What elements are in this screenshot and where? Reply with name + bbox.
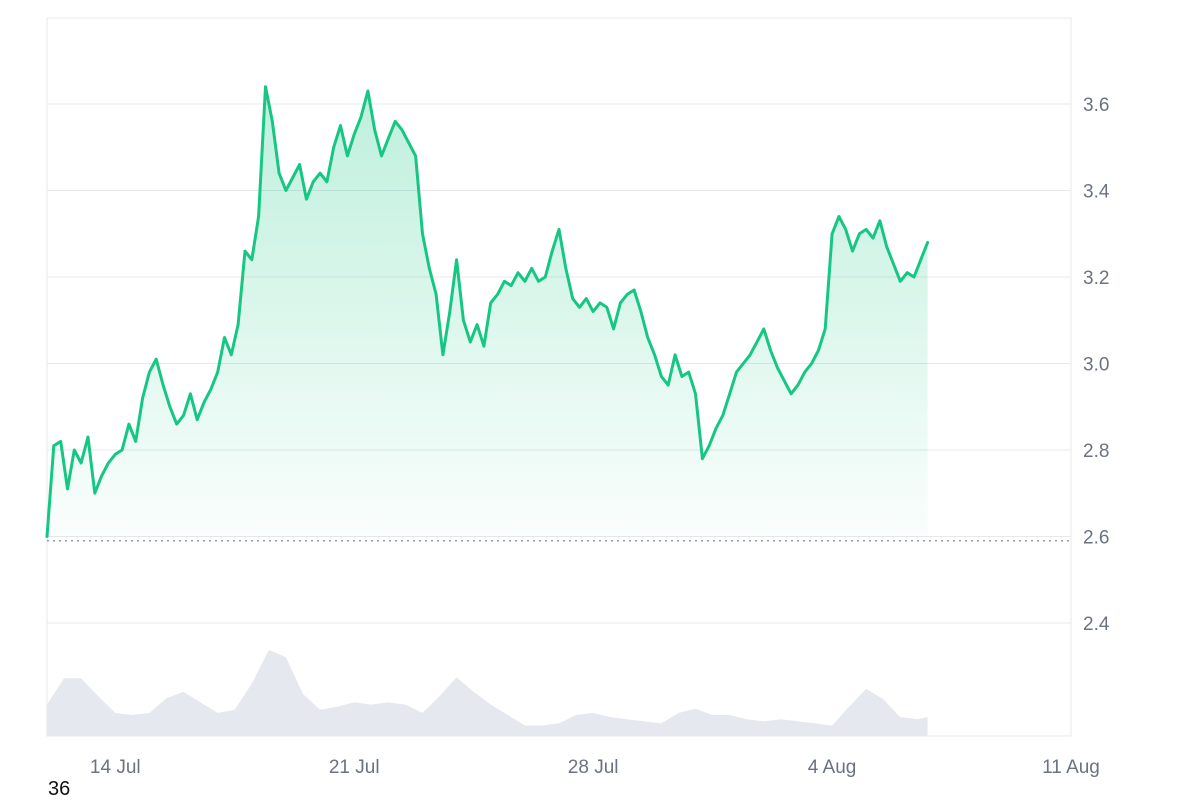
x-tick-label: 21 Jul	[329, 757, 380, 778]
price-series-line	[45, 85, 930, 538]
y-axis-ticks: 2.4 2.6 2.8 3.0 3.2 3.4 3.6	[1083, 95, 1110, 635]
x-tick-label: 11 Aug	[1042, 757, 1100, 778]
price-fill	[47, 86, 928, 541]
x-tick-label: 28 Jul	[568, 757, 619, 778]
x-tick-label: 14 Jul	[90, 757, 141, 778]
y-tick-label: 2.4	[1083, 614, 1110, 635]
y-tick-label: 3.0	[1083, 355, 1109, 376]
y-tick-label: 3.6	[1083, 95, 1109, 116]
x-tick-label: 4 Aug	[808, 757, 857, 778]
y-tick-label: 2.6	[1083, 528, 1109, 549]
price-area	[47, 86, 928, 541]
volume-area	[47, 649, 928, 736]
volume-shape	[47, 649, 928, 736]
price-line	[45, 85, 930, 538]
y-tick-label: 3.2	[1083, 268, 1109, 289]
x-axis-ticks: 14 Jul 21 Jul 28 Jul 4 Aug 11 Aug	[90, 757, 1100, 778]
corner-label: 36	[48, 778, 71, 800]
y-tick-label: 2.8	[1083, 441, 1109, 462]
y-tick-label: 3.4	[1083, 182, 1110, 203]
